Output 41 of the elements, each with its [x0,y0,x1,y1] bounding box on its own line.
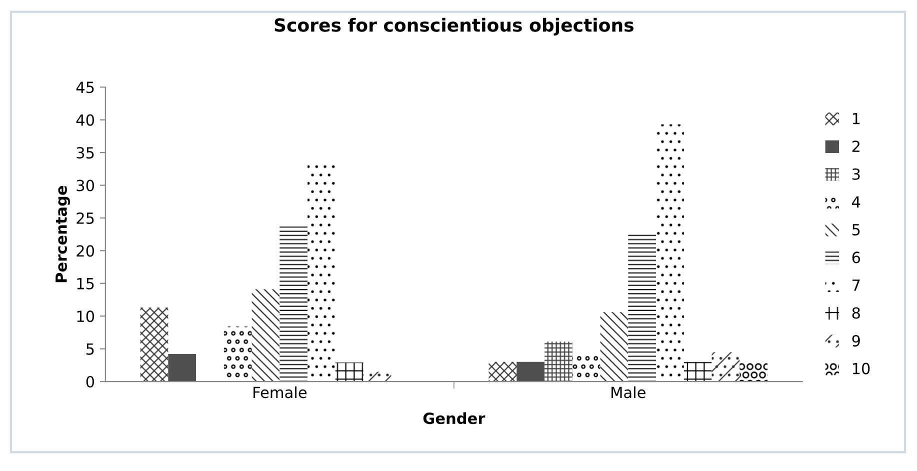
bar [600,312,628,382]
bar [544,342,572,382]
bar [252,289,280,382]
bar [628,234,656,382]
bar [712,352,740,382]
y-tick-label: 0 [86,376,94,388]
bar [140,308,168,382]
y-tick-label: 40 [76,114,94,126]
chart-title: Scores for conscientious objections [274,18,634,36]
bar [740,362,768,382]
bar [572,352,600,382]
bar [168,354,196,382]
bar [488,362,517,382]
y-tick-label: 15 [77,278,94,290]
y-tick-label: 45 [76,82,94,94]
bar [684,362,712,382]
y-tick-label: 20 [76,245,94,257]
legend-label: 5 [852,224,860,236]
y-tick-label: 25 [76,212,94,224]
legend-label: 4 [852,196,860,208]
legend-label: 2 [852,140,860,152]
bar [363,372,392,382]
y-tick-label: 10 [77,310,94,322]
x-tick-label: Male [612,386,646,398]
legend-label: 7 [852,280,860,291]
bar [335,362,364,382]
y-axis-title: Percentage [56,186,70,282]
y-tick-label: 5 [86,343,94,355]
legend-label: 10 [852,362,870,374]
x-axis-title: Gender [423,412,486,424]
legend-label: 8 [852,307,860,319]
legend-label: 6 [852,252,860,264]
x-tick-label: Female [254,386,306,398]
bar [516,362,545,382]
legend-label: 1 [852,113,860,124]
y-tick-label: 35 [76,147,94,159]
y-tick-label: 30 [76,180,94,192]
legend-label: 3 [852,168,860,180]
legend-label: 9 [852,335,860,347]
bar [280,226,308,382]
bar [656,124,684,382]
